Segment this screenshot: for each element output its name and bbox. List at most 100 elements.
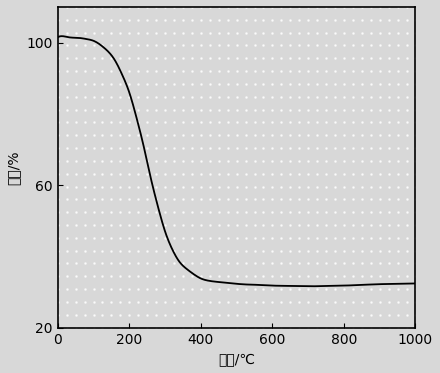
Point	[161, 68, 169, 74]
Point	[367, 119, 374, 125]
Point	[376, 29, 383, 35]
Point	[63, 184, 70, 189]
Point	[296, 43, 303, 48]
Point	[81, 196, 88, 202]
Point	[269, 299, 276, 305]
Point	[215, 312, 222, 318]
Point	[180, 196, 187, 202]
Point	[188, 325, 195, 330]
Point	[367, 81, 374, 87]
Point	[126, 145, 133, 151]
Point	[349, 325, 356, 330]
Point	[180, 94, 187, 100]
Point	[215, 260, 222, 266]
Point	[323, 55, 330, 61]
Point	[99, 209, 106, 215]
Point	[269, 94, 276, 100]
Point	[260, 260, 267, 266]
Point	[358, 132, 365, 138]
Point	[135, 43, 142, 48]
Point	[367, 171, 374, 177]
Point	[412, 312, 419, 318]
Point	[117, 55, 124, 61]
Point	[63, 235, 70, 241]
Point	[143, 132, 150, 138]
Point	[117, 119, 124, 125]
Point	[170, 29, 177, 35]
Point	[224, 209, 231, 215]
Point	[242, 260, 249, 266]
Point	[197, 325, 204, 330]
Point	[376, 158, 383, 164]
Point	[108, 119, 115, 125]
Point	[376, 132, 383, 138]
Point	[412, 286, 419, 292]
Point	[349, 235, 356, 241]
Point	[394, 235, 401, 241]
Point	[367, 286, 374, 292]
Point	[412, 94, 419, 100]
Point	[376, 196, 383, 202]
Point	[260, 68, 267, 74]
Point	[349, 29, 356, 35]
Point	[224, 312, 231, 318]
Point	[135, 222, 142, 228]
Point	[63, 273, 70, 279]
Point	[224, 158, 231, 164]
Point	[215, 158, 222, 164]
Point	[394, 94, 401, 100]
Point	[143, 299, 150, 305]
Point	[251, 273, 258, 279]
Point	[233, 273, 240, 279]
Point	[135, 107, 142, 113]
Point	[197, 17, 204, 23]
Point	[143, 196, 150, 202]
Point	[287, 325, 294, 330]
Point	[206, 235, 213, 241]
Point	[376, 55, 383, 61]
Point	[323, 158, 330, 164]
Point	[72, 158, 79, 164]
Point	[72, 235, 79, 241]
Point	[81, 209, 88, 215]
Point	[54, 171, 61, 177]
Point	[108, 248, 115, 254]
Point	[206, 222, 213, 228]
Point	[161, 29, 169, 35]
Point	[180, 145, 187, 151]
Point	[278, 132, 285, 138]
Point	[188, 273, 195, 279]
Point	[170, 132, 177, 138]
Point	[304, 119, 312, 125]
Point	[180, 312, 187, 318]
Point	[349, 222, 356, 228]
Point	[206, 312, 213, 318]
Point	[314, 171, 321, 177]
Point	[412, 222, 419, 228]
Point	[81, 299, 88, 305]
Point	[143, 107, 150, 113]
Point	[180, 235, 187, 241]
Point	[385, 94, 392, 100]
Point	[394, 43, 401, 48]
Point	[170, 235, 177, 241]
Point	[412, 158, 419, 164]
X-axis label: 温度/℃: 温度/℃	[218, 352, 255, 366]
Point	[242, 17, 249, 23]
Point	[403, 94, 410, 100]
Point	[224, 132, 231, 138]
Point	[358, 222, 365, 228]
Point	[242, 184, 249, 189]
Point	[99, 68, 106, 74]
Point	[233, 312, 240, 318]
Point	[72, 145, 79, 151]
Point	[349, 55, 356, 61]
Point	[341, 107, 348, 113]
Point	[349, 184, 356, 189]
Point	[161, 158, 169, 164]
Point	[161, 119, 169, 125]
Point	[54, 184, 61, 189]
Point	[143, 119, 150, 125]
Point	[72, 94, 79, 100]
Point	[269, 273, 276, 279]
